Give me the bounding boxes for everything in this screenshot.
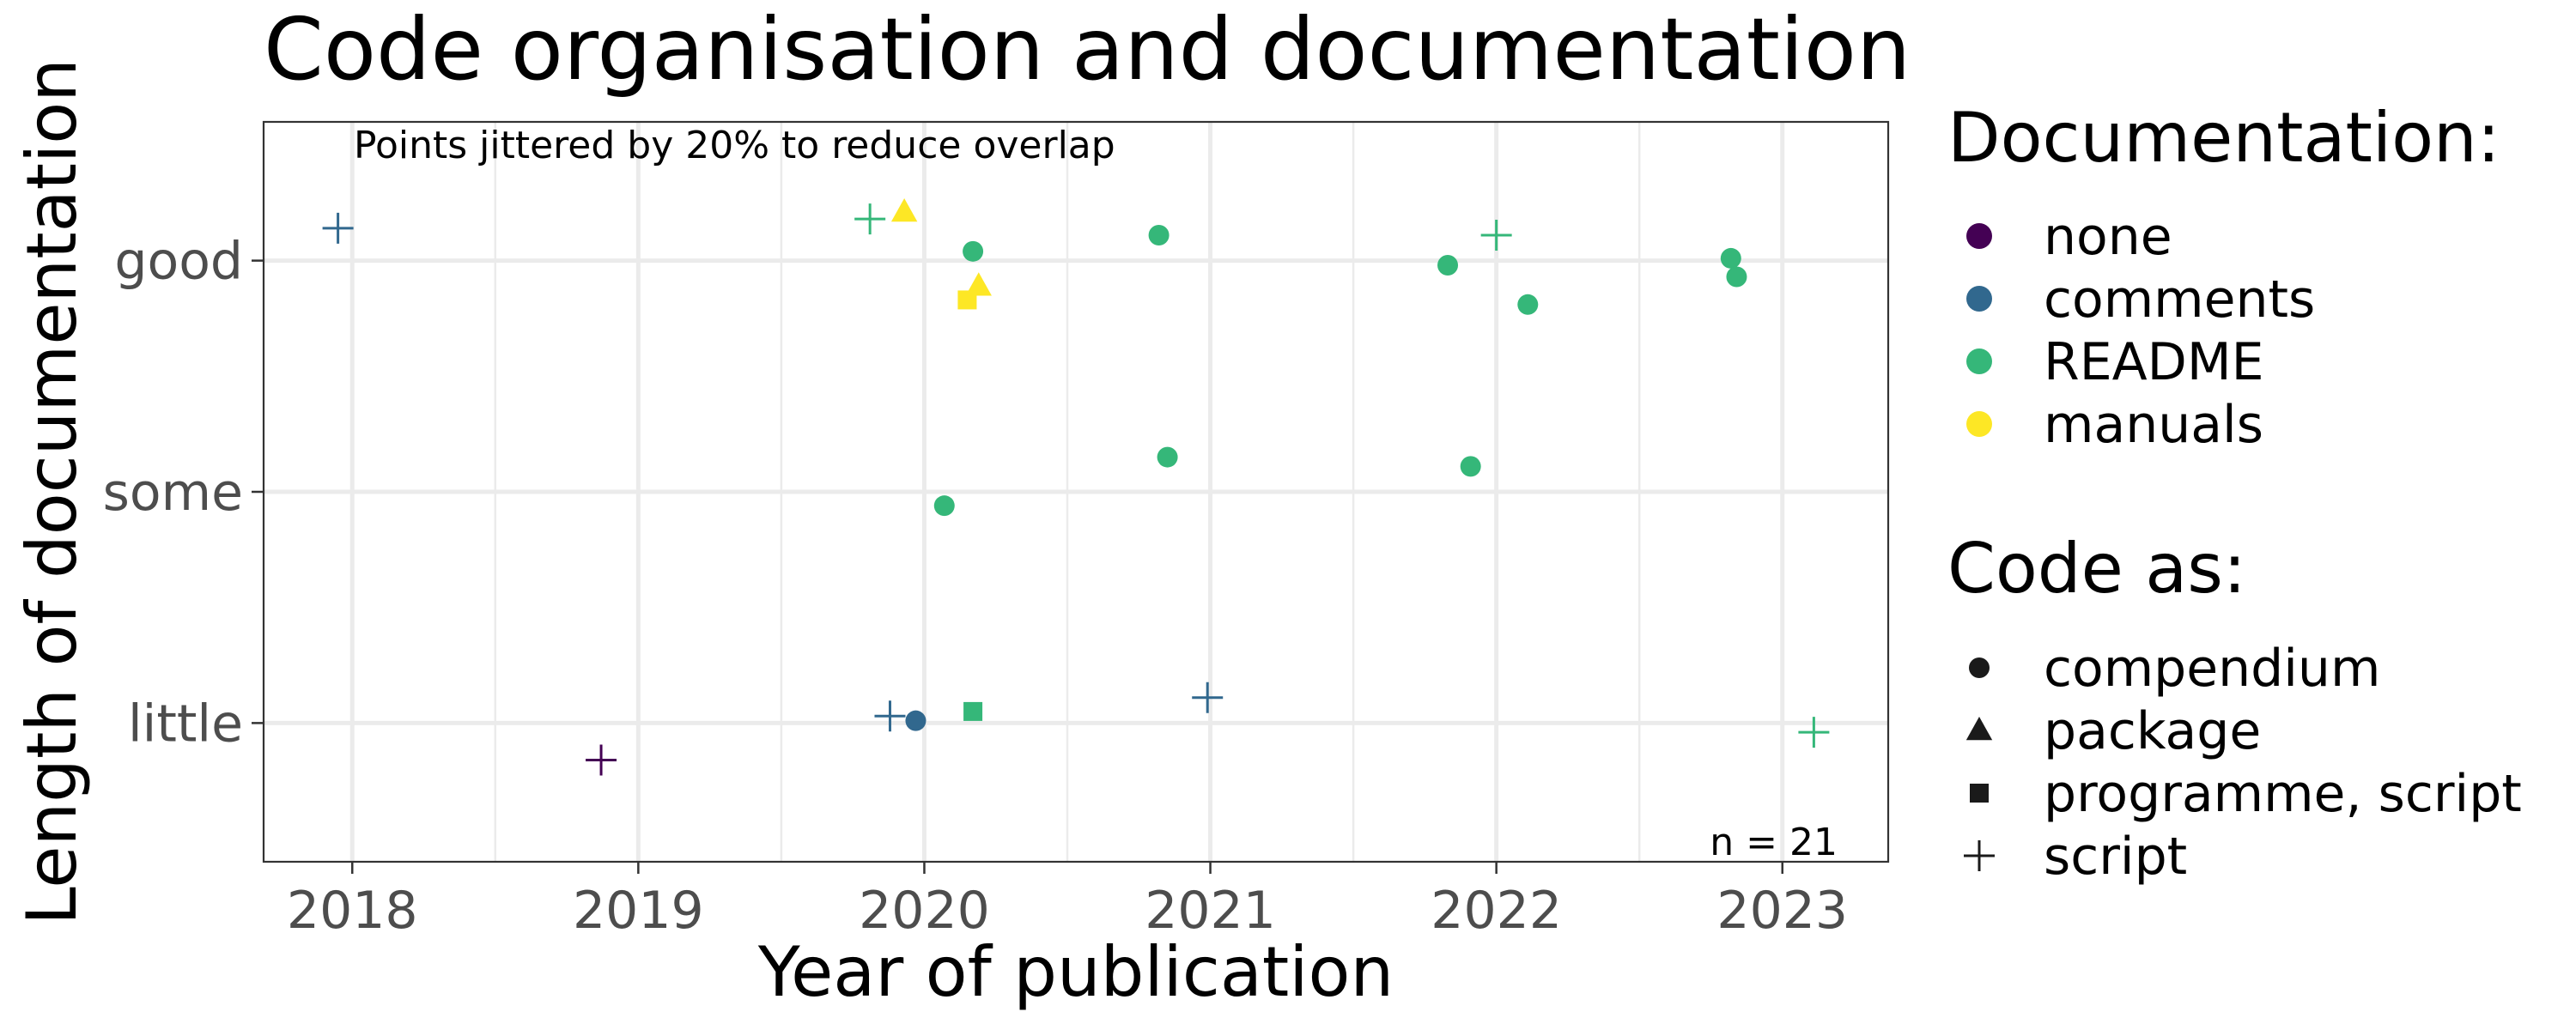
x-tick-label: 2022 xyxy=(1431,881,1562,941)
major-gridlines xyxy=(264,122,1888,862)
data-point xyxy=(1480,219,1512,251)
legend-key-triangle xyxy=(1965,717,1993,741)
x-tick-label: 2019 xyxy=(573,881,704,941)
x-tick-label: 2018 xyxy=(287,881,418,941)
x-tick-label: 2020 xyxy=(859,881,990,941)
jitter-note: Points jittered by 20% to reduce overlap xyxy=(354,124,1115,167)
x-axis: 2018 2019 2020 2021 2022 2023 xyxy=(287,862,1848,941)
data-point xyxy=(905,710,927,731)
data-point xyxy=(586,744,617,776)
legend-label: programme, script xyxy=(2044,764,2522,824)
legend-key-none xyxy=(1966,223,1992,249)
y-axis-title: Length of documentation xyxy=(12,58,92,925)
x-tick-label: 2021 xyxy=(1145,881,1276,941)
data-point xyxy=(1460,456,1481,477)
data-point xyxy=(1157,446,1178,468)
legend-label: none xyxy=(2044,207,2172,267)
legend-key-comments xyxy=(1966,286,1992,312)
data-point xyxy=(1720,247,1741,269)
legend-label: manuals xyxy=(2044,395,2263,455)
legend-key-square xyxy=(1970,784,1989,803)
data-point xyxy=(1192,682,1224,713)
data-point xyxy=(965,272,992,296)
y-tick-label: some xyxy=(103,463,243,523)
x-axis-title: Year of publication xyxy=(757,932,1394,1012)
data-point xyxy=(1798,717,1830,748)
x-tick-label: 2023 xyxy=(1716,881,1848,941)
data-point xyxy=(963,701,983,721)
legend-label: package xyxy=(2044,701,2261,761)
legend-key-manuals xyxy=(1966,411,1992,437)
legend-label: script xyxy=(2044,827,2187,887)
data-points xyxy=(322,198,1830,776)
data-point xyxy=(1148,224,1170,245)
code-legend-title: Code as: xyxy=(1947,529,2246,609)
data-point xyxy=(854,203,886,235)
data-point xyxy=(1437,255,1459,276)
y-tick-label: little xyxy=(128,694,243,754)
documentation-legend-title: Documentation: xyxy=(1947,98,2500,178)
data-point xyxy=(1726,266,1747,288)
data-point xyxy=(1517,294,1539,315)
legend-key-circle xyxy=(1969,657,1990,678)
y-axis: little some good xyxy=(103,232,264,754)
data-point xyxy=(874,700,906,732)
legend-key-readme xyxy=(1966,348,1992,374)
legend-label: comments xyxy=(2044,270,2315,330)
data-point xyxy=(890,198,918,222)
data-point xyxy=(933,495,955,517)
chart-title: Code organisation and documentation xyxy=(264,0,1911,100)
legend-label: README xyxy=(2044,332,2264,392)
y-tick-label: good xyxy=(114,232,243,292)
legend-label: compendium xyxy=(2044,639,2380,699)
legend-key-plus xyxy=(1964,840,1995,871)
data-point xyxy=(957,290,977,310)
data-point xyxy=(963,240,984,262)
sample-size-note: n = 21 xyxy=(1710,821,1838,864)
data-point xyxy=(322,212,354,244)
